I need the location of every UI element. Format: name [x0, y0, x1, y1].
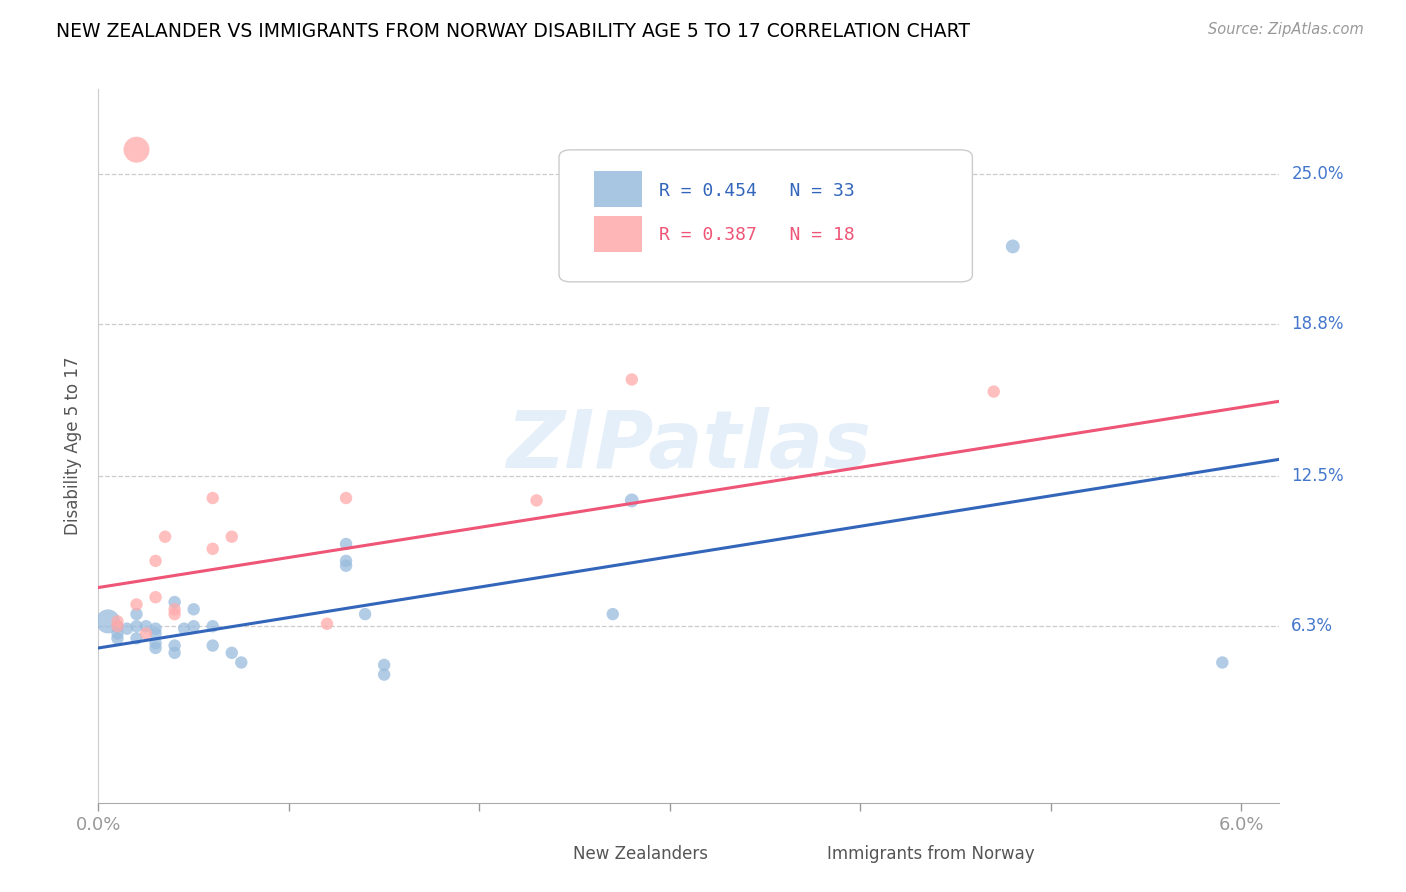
Point: [107, 632, 129, 646]
Point: [602, 607, 624, 621]
Point: [335, 554, 357, 568]
Point: [145, 590, 167, 604]
Point: [135, 626, 157, 640]
Text: R = 0.387   N = 18: R = 0.387 N = 18: [659, 227, 855, 244]
Point: [1001, 239, 1024, 253]
Point: [201, 639, 224, 653]
Point: [145, 640, 167, 655]
Point: [221, 646, 243, 660]
Point: [107, 626, 129, 640]
FancyBboxPatch shape: [595, 171, 641, 207]
Point: [201, 619, 224, 633]
Point: [373, 657, 395, 672]
Point: [373, 667, 395, 681]
Text: 6.3%: 6.3%: [1291, 617, 1333, 635]
Point: [221, 530, 243, 544]
Point: [201, 541, 224, 556]
Text: R = 0.454   N = 33: R = 0.454 N = 33: [659, 182, 855, 200]
FancyBboxPatch shape: [789, 844, 818, 867]
Point: [125, 632, 148, 646]
Point: [316, 616, 339, 631]
Point: [153, 530, 176, 544]
Point: [335, 537, 357, 551]
Point: [173, 622, 195, 636]
Point: [620, 372, 643, 386]
Point: [115, 622, 138, 636]
Point: [145, 554, 167, 568]
FancyBboxPatch shape: [595, 216, 641, 252]
Text: ZIPatlas: ZIPatlas: [506, 407, 872, 485]
Text: Immigrants from Norway: Immigrants from Norway: [827, 846, 1035, 863]
Point: [335, 491, 357, 505]
Text: 18.8%: 18.8%: [1291, 315, 1344, 333]
Point: [107, 619, 129, 633]
Point: [125, 619, 148, 633]
Point: [163, 646, 186, 660]
Point: [163, 607, 186, 621]
Y-axis label: Disability Age 5 to 17: Disability Age 5 to 17: [65, 357, 83, 535]
Point: [145, 626, 167, 640]
Point: [163, 639, 186, 653]
Text: NEW ZEALANDER VS IMMIGRANTS FROM NORWAY DISABILITY AGE 5 TO 17 CORRELATION CHART: NEW ZEALANDER VS IMMIGRANTS FROM NORWAY …: [56, 22, 970, 41]
Point: [145, 636, 167, 650]
Point: [97, 615, 120, 629]
Point: [125, 143, 148, 157]
Point: [107, 615, 129, 629]
Point: [231, 656, 253, 670]
Text: 12.5%: 12.5%: [1291, 467, 1344, 485]
Point: [1211, 656, 1233, 670]
Point: [125, 598, 148, 612]
Point: [145, 622, 167, 636]
Point: [163, 595, 186, 609]
Point: [183, 602, 205, 616]
Point: [354, 607, 377, 621]
Point: [125, 607, 148, 621]
Point: [526, 493, 548, 508]
Point: [183, 619, 205, 633]
Point: [107, 619, 129, 633]
FancyBboxPatch shape: [536, 844, 565, 867]
Text: Source: ZipAtlas.com: Source: ZipAtlas.com: [1208, 22, 1364, 37]
Point: [201, 491, 224, 505]
Point: [620, 493, 643, 508]
Point: [135, 619, 157, 633]
Text: 25.0%: 25.0%: [1291, 165, 1344, 183]
Point: [335, 558, 357, 573]
Text: New Zealanders: New Zealanders: [574, 846, 709, 863]
Point: [163, 602, 186, 616]
Point: [983, 384, 1005, 399]
FancyBboxPatch shape: [560, 150, 973, 282]
